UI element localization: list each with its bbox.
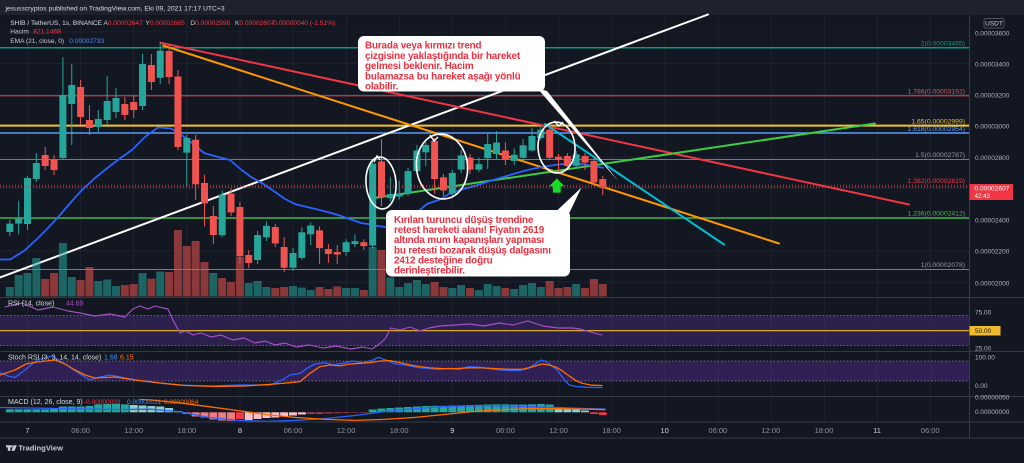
svg-text:TradingView: TradingView: [18, 443, 63, 452]
svg-text:10: 10: [661, 426, 669, 435]
svg-text:jesusscryptos published on Tra: jesusscryptos published on TradingView.c…: [5, 6, 225, 13]
svg-text:olabilir.: olabilir.: [365, 82, 399, 93]
svg-text:SHIB / TetherUS, 1s, BINANCE: SHIB / TetherUS, 1s, BINANCE: [10, 20, 102, 27]
svg-text:9: 9: [450, 426, 454, 435]
svg-text:100.00: 100.00: [975, 355, 995, 362]
svg-text:gelmesi beklenir. Hacim: gelmesi beklenir. Hacim: [365, 61, 474, 72]
svg-text:1.65(0.00002999): 1.65(0.00002999): [911, 118, 965, 125]
svg-text:A0.00002647: A0.00002647: [104, 20, 144, 27]
svg-text:USDT: USDT: [985, 21, 1003, 28]
svg-text:06:00: 06:00: [921, 426, 940, 435]
svg-text:0.00003000: 0.00003000: [975, 124, 1010, 131]
svg-text:75.00: 75.00: [975, 310, 992, 317]
svg-text:0.00003200: 0.00003200: [975, 93, 1010, 100]
svg-text:bulamazsa bu hareket aşağı yön: bulamazsa bu hareket aşağı yönlü: [365, 71, 521, 82]
svg-text:18:00: 18:00: [602, 426, 621, 435]
svg-text:0.00002400: 0.00002400: [975, 218, 1010, 225]
svg-text:0.00000064: 0.00000064: [164, 399, 199, 406]
svg-text:06:00: 06:00: [284, 426, 303, 435]
svg-text:0.00002800: 0.00002800: [975, 155, 1010, 162]
svg-text:0.00002607: 0.00002607: [975, 186, 1010, 193]
svg-text:K0.00002607: K0.00002607: [235, 20, 275, 27]
svg-text:12:00: 12:00: [762, 426, 781, 435]
svg-text:0.00000031: 0.00000031: [127, 399, 162, 406]
svg-text:0.00003600: 0.00003600: [975, 31, 1010, 38]
svg-text:0.00003400: 0.00003400: [975, 62, 1010, 69]
svg-text:12:00: 12:00: [549, 426, 568, 435]
svg-text:1.786(0.00003192): 1.786(0.00003192): [908, 88, 965, 95]
svg-text:RSI (14, close): RSI (14, close): [8, 301, 54, 308]
svg-text:bu retesti bozarak düşüş dalga: bu retesti bozarak düşüş dalgasını: [394, 245, 551, 256]
svg-text:11: 11: [873, 426, 881, 435]
svg-text:12:00: 12:00: [124, 426, 143, 435]
svg-text:44.69: 44.69: [66, 301, 84, 308]
svg-text:12:00: 12:00: [337, 426, 356, 435]
svg-text:MACD (12, 26, close, 9): MACD (12, 26, close, 9): [8, 399, 83, 406]
svg-text:0.00002733: 0.00002733: [69, 38, 104, 45]
svg-text:Burada veya kırmızı trend: Burada veya kırmızı trend: [365, 41, 482, 52]
svg-text:1.5(0.00002787): 1.5(0.00002787): [915, 152, 965, 159]
svg-text:D0.00002596: D0.00002596: [190, 20, 230, 27]
svg-text:1.236(0.00002412): 1.236(0.00002412): [908, 211, 965, 218]
svg-text:25.00: 25.00: [975, 346, 992, 353]
svg-text:0.00: 0.00: [975, 383, 988, 390]
svg-text:Kırılan turuncu düşüş trendine: Kırılan turuncu düşüş trendine: [394, 215, 534, 226]
svg-text:821.146B: 821.146B: [33, 29, 62, 36]
svg-text:Hacim: Hacim: [10, 29, 29, 36]
svg-text:1.618(0.00002954): 1.618(0.00002954): [908, 126, 965, 133]
svg-text:06:00: 06:00: [496, 426, 515, 435]
svg-text:2(0.00003495): 2(0.00003495): [921, 41, 965, 48]
svg-text:çizgisine yaklaştığında bir ha: çizgisine yaklaştığında bir hareket: [365, 51, 521, 62]
svg-text:retest hareketi alanı! Fiyatın: retest hareketi alanı! Fiyatın 2619: [394, 225, 545, 236]
svg-text:18:00: 18:00: [177, 426, 196, 435]
svg-text:7: 7: [25, 426, 29, 435]
svg-text:50.00: 50.00: [975, 328, 992, 335]
svg-text:-0.00000040 (-1.51%): -0.00000040 (-1.51%): [271, 20, 335, 27]
svg-text:18:00: 18:00: [390, 426, 409, 435]
svg-text:0.00000000: 0.00000000: [975, 409, 1010, 416]
svg-text:-0.00000033: -0.00000033: [84, 399, 121, 406]
svg-text:6.15: 6.15: [120, 355, 134, 362]
svg-text:1(0.00002078): 1(0.00002078): [921, 262, 965, 269]
svg-text:8: 8: [238, 426, 242, 435]
svg-text:derinleştirebilir.: derinleştirebilir.: [394, 266, 465, 277]
svg-text:18:00: 18:00: [815, 426, 834, 435]
svg-text:0.00002200: 0.00002200: [975, 249, 1010, 256]
svg-text:EMA (21, close, 0): EMA (21, close, 0): [10, 38, 64, 45]
svg-text:0.00000050: 0.00000050: [975, 395, 1010, 402]
svg-text:42:43: 42:43: [975, 193, 991, 200]
svg-text:06:00: 06:00: [708, 426, 727, 435]
svg-text:06:00: 06:00: [71, 426, 90, 435]
svg-text:altında mum kapanışları yapmas: altında mum kapanışları yapması: [394, 235, 545, 246]
svg-text:Y0.00002665: Y0.00002665: [146, 20, 186, 27]
svg-text:2412 desteğine doğru: 2412 desteğine doğru: [394, 255, 493, 266]
svg-text:0.00002000: 0.00002000: [975, 281, 1010, 288]
svg-text:1.382(0.00002619): 1.382(0.00002619): [908, 178, 965, 185]
svg-text:Stoch RSI (3, 3, 14, 14, close: Stoch RSI (3, 3, 14, 14, close): [8, 355, 101, 362]
svg-text:1.68: 1.68: [104, 355, 118, 362]
